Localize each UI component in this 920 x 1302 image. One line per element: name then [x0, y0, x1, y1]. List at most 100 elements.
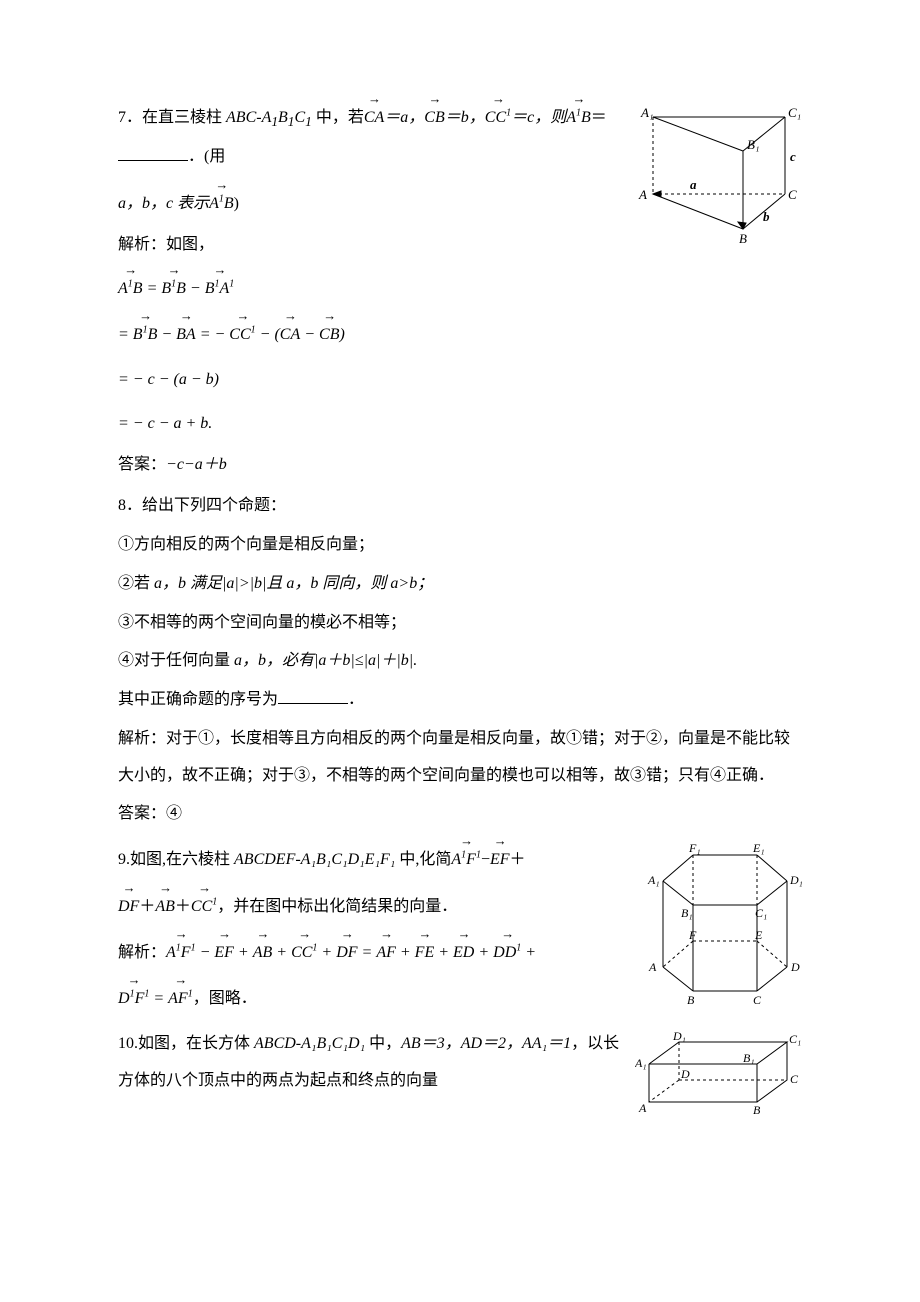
problem-8: 8．给出下列四个命题： ①方向相反的两个向量是相反向量； ②若 a，b 满足|a…: [118, 488, 805, 833]
l: D: [790, 960, 800, 974]
solution-label: 解析：: [118, 944, 166, 961]
vec-A1B: A1B: [209, 183, 234, 223]
text: ④对于任何向量: [118, 652, 234, 669]
q7-answer: 答案：−c−a＋b: [118, 447, 805, 484]
op: +: [317, 944, 336, 961]
text: ，并在图中标出化简结果的向量．: [217, 898, 457, 915]
text: ，必有|a＋b|≤|a|＋|b|.: [266, 652, 417, 669]
text: 其中正确命题的序号为: [118, 691, 278, 708]
vec: ED: [453, 932, 474, 972]
vars: a，b: [234, 652, 266, 669]
text: 中，: [365, 1035, 401, 1052]
vec: FE: [415, 932, 435, 972]
vec: EF: [490, 839, 510, 879]
answer-label: 答案：: [118, 805, 166, 822]
dims: AB＝3，AD＝2，AA₁＝1: [401, 1035, 571, 1052]
label-A1: A₁: [640, 105, 653, 120]
q8-prop4: ④对于任何向量 a，b，必有|a＋b|≤|a|＋|b|.: [118, 643, 805, 680]
op: +: [474, 944, 493, 961]
l: B: [687, 993, 695, 1007]
vars: a，b: [154, 575, 186, 592]
l: A: [648, 960, 657, 974]
l: D₁: [789, 873, 803, 887]
vec: CB: [319, 314, 339, 354]
l: E₁: [752, 841, 765, 855]
l: A: [638, 1101, 647, 1115]
text: ，图略．: [193, 990, 257, 1007]
answer-blank[interactable]: [278, 690, 348, 704]
q8-solution: 解析：对于①，长度相等且方向相反的两个向量是相反向量，故①错；对于②，向量是不能…: [118, 721, 805, 795]
l: C₁: [789, 1032, 801, 1046]
vec: BA: [176, 314, 196, 354]
eq: = −: [196, 326, 230, 343]
vec: AF: [376, 932, 396, 972]
eq: =: [118, 326, 133, 343]
rp: ): [339, 326, 344, 343]
label-c: c: [790, 149, 796, 164]
op: +: [396, 944, 415, 961]
op: ＋: [139, 898, 155, 915]
vec: D1F1: [118, 978, 149, 1018]
vec: CC1: [229, 314, 255, 354]
minus: −: [157, 326, 176, 343]
answer-value: ④: [166, 805, 182, 822]
op: −: [196, 944, 215, 961]
l: D₁: [672, 1030, 686, 1043]
text: 中,化简: [395, 851, 451, 868]
vec-CC1: CC1: [485, 97, 511, 137]
label-C1: C₁: [788, 105, 801, 120]
l: C₁: [755, 906, 767, 920]
label-B: B: [739, 231, 747, 246]
text: 满足|a|>|b|且 a，b 同向，则 a>b；: [186, 575, 433, 592]
l: F₁: [688, 841, 701, 855]
op: +: [234, 944, 253, 961]
vec: DD1: [493, 932, 521, 972]
l: B₁: [743, 1051, 755, 1065]
prism-name: ABC-A1B1C1: [226, 109, 312, 126]
period: ．: [348, 691, 364, 708]
op: +: [434, 944, 453, 961]
vec: DF: [118, 886, 139, 926]
text: ＝a，: [384, 109, 424, 126]
op: −: [481, 851, 490, 868]
q7-step4: = − c − a + b.: [118, 403, 805, 445]
text: 9.如图,在六棱柱: [118, 851, 234, 868]
text: ．(用: [188, 148, 225, 165]
text: ＝c，则: [511, 109, 566, 126]
l: B₁: [681, 906, 693, 920]
vec-CA: CA: [364, 97, 384, 137]
q8-head: 8．给出下列四个命题：: [118, 488, 805, 525]
text: 7．在直三棱柱: [118, 109, 226, 126]
q8-prop3: ③不相等的两个空间向量的模必不相等；: [118, 605, 805, 642]
vec: DF: [336, 932, 357, 972]
vec: AB: [253, 932, 273, 972]
problem-10: D₁ C₁ A₁ B₁ D C A B 10.如图，在长方体 ABCD-A₁B₁…: [118, 1026, 805, 1100]
l: C: [753, 993, 762, 1007]
answer-blank[interactable]: [118, 147, 188, 161]
text: ＝b，: [445, 109, 485, 126]
l: B: [753, 1103, 761, 1117]
label-b: b: [763, 209, 770, 224]
l: E: [754, 928, 763, 942]
q8-prop2: ②若 a，b 满足|a|>|b|且 a，b 同向，则 a>b；: [118, 566, 805, 603]
vec: B1B: [133, 314, 158, 354]
l: D: [680, 1067, 690, 1081]
answer-value: −c−a＋b: [166, 456, 227, 473]
vec: CA: [280, 314, 300, 354]
label-a: a: [690, 177, 697, 192]
text: ): [234, 195, 239, 212]
op: =: [358, 944, 377, 961]
vec: EF: [214, 932, 234, 972]
figure-cuboid: D₁ C₁ A₁ B₁ D C A B: [635, 1030, 805, 1140]
prism: ABCDEF-A₁B₁C₁D₁E₁F₁: [234, 851, 395, 868]
l: A₁: [647, 873, 660, 887]
op: ＋: [510, 851, 526, 868]
text: ②若: [118, 575, 154, 592]
label-B1: B₁: [747, 137, 759, 152]
text: a，b，c 表示: [118, 195, 209, 212]
lp: − (: [256, 326, 280, 343]
vec: AF1: [168, 978, 193, 1018]
minus: −: [186, 280, 205, 297]
vec: CC1: [291, 932, 317, 972]
op: +: [521, 944, 536, 961]
